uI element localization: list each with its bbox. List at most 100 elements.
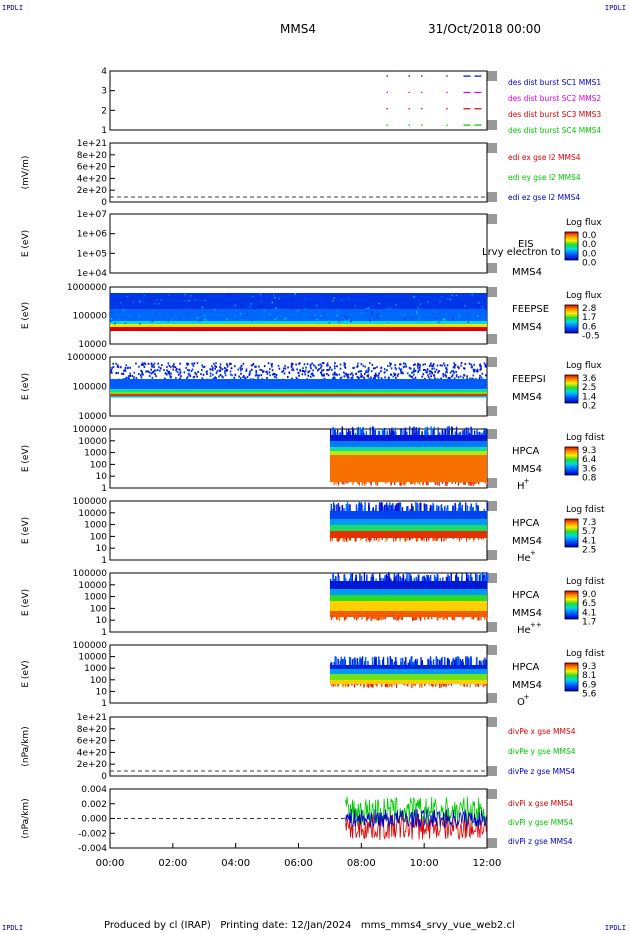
spectrogram-pixel bbox=[112, 365, 115, 368]
spectrogram-pixel bbox=[318, 368, 320, 371]
spectrogram-pixel bbox=[378, 659, 381, 665]
spectrogram-pixel bbox=[411, 538, 413, 540]
spectrogram-pixel bbox=[273, 375, 276, 378]
spectrogram-pixel bbox=[175, 367, 178, 370]
spectrogram-pixel bbox=[171, 318, 173, 320]
spectrogram-pixel bbox=[139, 322, 141, 325]
panel-11-legend-entry: divPi z gse MMS4 bbox=[508, 837, 573, 846]
spectrogram-pixel bbox=[414, 659, 417, 665]
spectrogram-pixel bbox=[370, 313, 373, 315]
spectrogram-pixel bbox=[436, 538, 438, 541]
spectrogram-pixel bbox=[431, 305, 433, 307]
spectrogram-pixel bbox=[332, 572, 334, 581]
spectrogram-pixel bbox=[478, 302, 480, 304]
spectrogram-pixel bbox=[367, 307, 370, 309]
spectrogram-pixel bbox=[288, 371, 291, 374]
spectrogram-pixel bbox=[321, 369, 323, 372]
panel-3-frame bbox=[109, 213, 488, 274]
spectrogram-pixel bbox=[442, 684, 444, 686]
spectrogram-pixel bbox=[411, 684, 413, 688]
spectrogram-pixel bbox=[263, 316, 265, 319]
spectrogram-pixel bbox=[246, 313, 249, 316]
panel-9-ytick-label: 10 bbox=[96, 687, 108, 697]
burst-marker bbox=[446, 108, 448, 110]
spectrogram-pixel bbox=[458, 503, 460, 511]
panel-9-colorbar-tick: 9.3 bbox=[582, 662, 596, 672]
spectrogram-pixel bbox=[389, 432, 392, 435]
spectrogram-pixel bbox=[180, 375, 182, 378]
spectrogram-pixel bbox=[257, 374, 259, 377]
spectrogram-pixel bbox=[468, 362, 471, 365]
spectrogram-pixel bbox=[187, 369, 189, 372]
spectrogram-pixel bbox=[277, 319, 279, 321]
spectrogram-pixel bbox=[300, 309, 302, 311]
spectrogram-pixel bbox=[333, 482, 335, 486]
burst-marker bbox=[421, 75, 423, 77]
spectrogram-pixel bbox=[368, 502, 370, 511]
spectrogram-pixel bbox=[404, 318, 406, 320]
spectrogram-pixel bbox=[446, 369, 448, 372]
spectrogram-band bbox=[329, 525, 487, 531]
spectrogram-pixel bbox=[150, 372, 153, 375]
spectrogram-pixel bbox=[394, 373, 397, 376]
spectrogram-pixel bbox=[365, 657, 367, 665]
spectrogram-pixel bbox=[444, 309, 446, 312]
spectrogram-band bbox=[329, 595, 487, 601]
spectrogram-pixel bbox=[402, 366, 405, 369]
spectrogram-pixel bbox=[414, 369, 417, 372]
spectrogram-pixel bbox=[390, 428, 393, 435]
spectrogram-pixel bbox=[478, 431, 480, 435]
spectrogram-pixel bbox=[290, 365, 293, 368]
panel-7-ytick-label: 100 bbox=[90, 532, 107, 542]
spectrogram-pixel bbox=[446, 507, 449, 511]
spectrogram-pixel bbox=[430, 375, 432, 378]
spectrogram-pixel bbox=[405, 365, 407, 368]
spectrogram-pixel bbox=[457, 376, 460, 379]
spectrogram-pixel bbox=[405, 657, 407, 665]
spectrogram-pixel bbox=[320, 373, 323, 376]
spectrogram-pixel bbox=[462, 617, 464, 621]
spectrogram-pixel bbox=[175, 369, 177, 372]
panel-1-legend-entry: des dist burst SC2 MMS2 bbox=[508, 94, 601, 103]
spectrogram-pixel bbox=[114, 322, 116, 325]
spectrogram-pixel bbox=[151, 364, 153, 367]
spectrogram-pixel bbox=[333, 376, 336, 379]
panel-10-frame bbox=[109, 716, 488, 777]
spectrogram-pixel bbox=[382, 656, 385, 665]
spectrogram-pixel bbox=[315, 367, 317, 370]
spectrogram-pixel bbox=[476, 431, 479, 435]
panel-3-overlay-text: Lrvy electron to bbox=[482, 247, 561, 258]
spectrogram-pixel bbox=[273, 304, 276, 307]
spectrogram-pixel bbox=[381, 428, 384, 435]
spectrogram-pixel bbox=[404, 482, 406, 485]
spectrogram-pixel bbox=[336, 428, 339, 435]
spectrogram-pixel bbox=[335, 296, 337, 298]
spectrogram-pixel bbox=[399, 538, 401, 541]
spectrogram-pixel bbox=[410, 578, 413, 581]
spectrogram-pixel bbox=[452, 318, 454, 321]
spectrogram-pixel bbox=[150, 295, 153, 298]
spectrogram-pixel bbox=[350, 377, 353, 380]
spectrogram-pixel bbox=[382, 309, 385, 311]
spectrogram-pixel bbox=[466, 577, 469, 581]
spectrogram-pixel bbox=[358, 482, 360, 485]
spectrogram-pixel bbox=[360, 658, 363, 665]
spectrogram-pixel bbox=[486, 617, 488, 621]
spectrogram-pixel bbox=[442, 373, 444, 376]
spectrogram-pixel bbox=[363, 376, 365, 379]
panel-2-legend-entry: edi ez gse l2 MMS4 bbox=[508, 193, 580, 202]
spectrogram-pixel bbox=[376, 617, 378, 620]
spectrogram-pixel bbox=[369, 427, 372, 435]
spectrogram-pixel bbox=[338, 617, 341, 619]
spectrogram-pixel bbox=[485, 617, 487, 619]
spectrogram-pixel bbox=[233, 365, 236, 368]
spectrogram-pixel bbox=[407, 684, 409, 687]
spectrogram-pixel bbox=[400, 313, 402, 315]
spectrogram-pixel bbox=[351, 659, 354, 665]
spectrogram-pixel bbox=[135, 377, 138, 380]
spectrogram-pixel bbox=[416, 365, 419, 368]
spectrogram-pixel bbox=[305, 366, 307, 369]
spectrogram-pixel bbox=[376, 316, 379, 319]
spectrogram-pixel bbox=[285, 293, 288, 295]
spectrogram-pixel bbox=[416, 502, 419, 511]
